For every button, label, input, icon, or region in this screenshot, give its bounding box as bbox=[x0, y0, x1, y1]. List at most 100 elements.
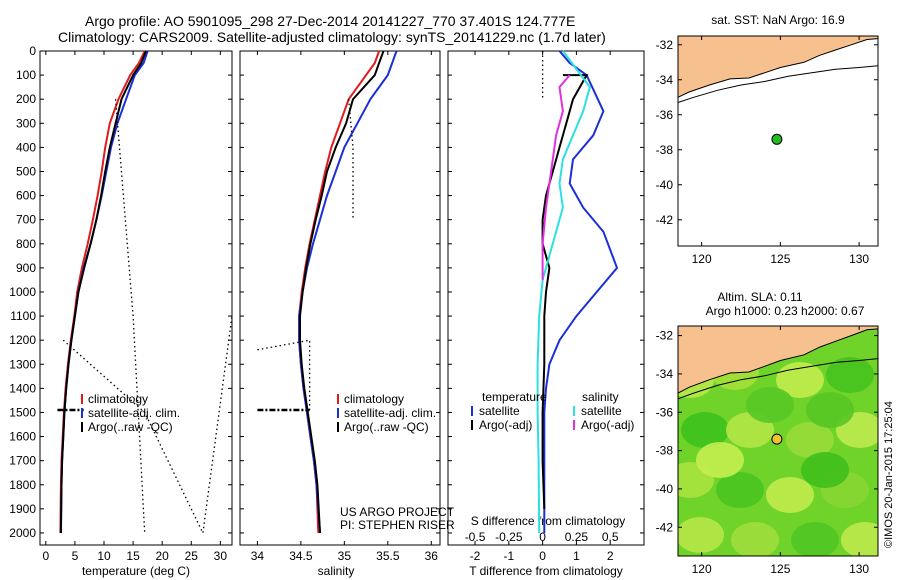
x-axis-label: salinity bbox=[318, 564, 355, 578]
depth-tick-label: 100 bbox=[16, 68, 36, 82]
series-line-temperature-argo-adj- bbox=[541, 74, 589, 509]
map-lat-label: -40 bbox=[656, 178, 674, 192]
panel-salinity: 34 34.5 35 35.5 36 salinity climatologysatelli… bbox=[239, 50, 455, 578]
legend-entry: satellite-adj. clim. bbox=[344, 406, 436, 420]
map-lat-label: -34 bbox=[656, 73, 674, 87]
depth-tick-label: 900 bbox=[16, 261, 36, 275]
sla-field-patch bbox=[696, 442, 744, 478]
x-tick-label: 35.5 bbox=[376, 549, 400, 563]
sst-map-float-marker bbox=[771, 133, 783, 145]
legend-entry: Argo(-adj) bbox=[479, 418, 532, 432]
sla-field-patch bbox=[826, 357, 874, 393]
map-lat-label: -32 bbox=[656, 38, 674, 52]
top-x-tick-label: -0.25 bbox=[495, 530, 523, 544]
top-x-axis-label: S difference from climatology bbox=[471, 514, 626, 528]
title-line-2: Climatology: CARS2009. Satellite-adjuste… bbox=[58, 29, 606, 45]
sla-field-patch bbox=[678, 517, 724, 553]
sla-field-patch bbox=[841, 522, 878, 556]
depth-tick-label: 200 bbox=[16, 92, 36, 106]
sla-map-land bbox=[678, 326, 878, 394]
map-lon-label: 130 bbox=[849, 252, 869, 266]
sla-map-float-marker bbox=[771, 433, 783, 445]
sla-map-coastline bbox=[677, 328, 879, 394]
sla-map: Altim. SLA: 0.11 Argo h1000: 0.23 h2000:… bbox=[677, 290, 879, 557]
sla-field-patch bbox=[806, 392, 854, 428]
x-tick-label: 0 bbox=[539, 549, 546, 563]
map-lon-label: 120 bbox=[692, 562, 712, 576]
panel-differences: -2 -1 0 1 2T difference from climatology -0.5… bbox=[447, 50, 645, 578]
panel-temperature: 0100200300400500600700800900100011001200… bbox=[9, 44, 233, 578]
series-line-climatology bbox=[59, 50, 146, 534]
sla-field-patch bbox=[786, 422, 834, 458]
series-line-dotted bbox=[114, 99, 146, 534]
legend-entry: satellite bbox=[479, 404, 520, 418]
legend-entry: satellite bbox=[581, 404, 622, 418]
panel-frame bbox=[239, 50, 441, 546]
sst-map: sat. SST: NaN Argo: 16.9 bbox=[677, 13, 879, 247]
sla-field-patch bbox=[746, 387, 794, 423]
depth-tick-label: 1900 bbox=[9, 502, 36, 516]
x-axis-label: T difference from climatology bbox=[469, 564, 623, 578]
x-tick-label: 5 bbox=[72, 549, 79, 563]
series-line-satellite-adj-clim- bbox=[59, 50, 149, 534]
map-lat-label: -40 bbox=[656, 482, 674, 496]
panel-frame bbox=[447, 50, 645, 546]
depth-tick-label: 1300 bbox=[9, 357, 36, 371]
sla-map-contour bbox=[677, 358, 879, 400]
depth-tick-label: 1000 bbox=[9, 285, 36, 299]
title-line-1: Argo profile: AO 5901095_298 27-Dec-2014… bbox=[85, 13, 576, 29]
series-line-dotted bbox=[348, 99, 354, 220]
x-tick-label: 20 bbox=[156, 549, 170, 563]
sla-field-patch bbox=[801, 452, 849, 488]
legend-entry: climatology bbox=[88, 392, 148, 406]
sla-field-patch bbox=[716, 472, 764, 508]
depth-tick-label: 0 bbox=[29, 44, 36, 58]
depth-tick-label: 1500 bbox=[9, 405, 36, 419]
sla-field-patch bbox=[791, 522, 839, 556]
top-x-tick-label: 0.5 bbox=[602, 530, 619, 544]
depth-tick-label: 800 bbox=[16, 237, 36, 251]
series-line-argo-raw-qc- bbox=[299, 50, 385, 534]
sst-map-title: sat. SST: NaN Argo: 16.9 bbox=[711, 13, 845, 27]
series-line-satellite-adj-clim- bbox=[298, 50, 398, 534]
series-line-salinity-argo-adj- bbox=[541, 74, 571, 280]
depth-tick-label: 1400 bbox=[9, 381, 36, 395]
depth-tick-label: 1600 bbox=[9, 430, 36, 444]
depth-tick-label: 1800 bbox=[9, 478, 36, 492]
legend-entry: salinity bbox=[582, 390, 619, 404]
legend-entry: Argo(..raw -QC) bbox=[344, 420, 429, 434]
depth-tick-label: 600 bbox=[16, 189, 36, 203]
legend-entry: temperature bbox=[482, 390, 547, 404]
top-x-tick-label: 0.25 bbox=[565, 530, 589, 544]
x-tick-label: -2 bbox=[470, 549, 481, 563]
top-x-tick-label: -0.5 bbox=[465, 530, 486, 544]
map-lat-label: -38 bbox=[656, 444, 674, 458]
depth-tick-label: 400 bbox=[16, 140, 36, 154]
legend-entry: satellite-adj. clim. bbox=[88, 406, 180, 420]
depth-tick-label: 1200 bbox=[9, 333, 36, 347]
x-tick-label: 2 bbox=[607, 549, 614, 563]
sla-field-patch bbox=[766, 477, 814, 513]
map-lon-label: 125 bbox=[770, 252, 790, 266]
sst-map-frame bbox=[677, 35, 879, 247]
legend-entry: Argo(..raw -QC) bbox=[88, 420, 173, 434]
sla-map-title-2: Argo h1000: 0.23 h2000: 0.67 bbox=[706, 304, 865, 318]
sst-map-contour bbox=[677, 65, 879, 103]
x-tick-label: 36 bbox=[425, 549, 439, 563]
x-tick-label: 35 bbox=[338, 549, 352, 563]
sla-field-patch bbox=[776, 362, 824, 398]
series-line-salinity-satellite bbox=[536, 50, 591, 534]
x-tick-label: 30 bbox=[214, 549, 228, 563]
watermark: ©IMOS 20-Jan-2015 17:25:04 bbox=[883, 401, 895, 548]
x-tick-label: 25 bbox=[185, 549, 199, 563]
series-line-argo-raw-qc- bbox=[59, 50, 147, 534]
depth-tick-label: 300 bbox=[16, 116, 36, 130]
series-line-climatology bbox=[298, 50, 381, 534]
sla-field-patch bbox=[731, 522, 779, 556]
sla-map-frame bbox=[677, 325, 879, 557]
x-tick-label: -1 bbox=[503, 549, 514, 563]
x-tick-label: 34.5 bbox=[289, 549, 313, 563]
map-lat-label: -36 bbox=[656, 108, 674, 122]
x-tick-label: 1 bbox=[573, 549, 580, 563]
